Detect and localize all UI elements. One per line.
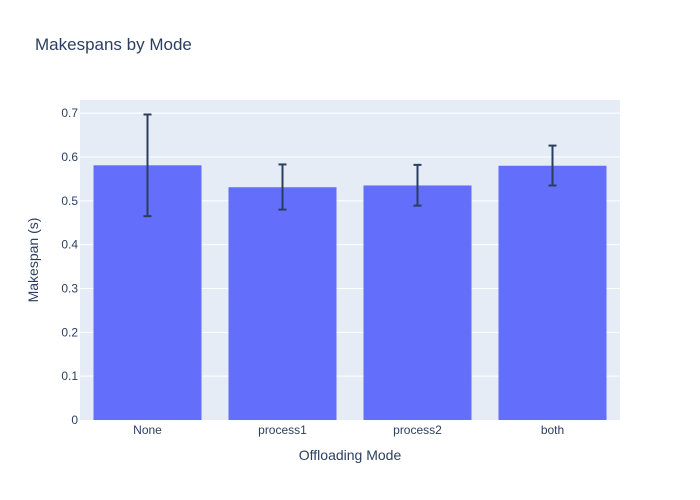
- x-axis-title: Offloading Mode: [299, 447, 402, 463]
- y-tick-label: 0.1: [61, 369, 78, 383]
- error-bar-process2: [413, 163, 422, 207]
- chart-title: Makespans by Mode: [35, 35, 192, 54]
- bar-process2: [363, 185, 472, 420]
- x-tick-label: None: [133, 423, 162, 437]
- y-tick-label: 0.6: [61, 150, 78, 164]
- y-tick-label: 0.5: [61, 194, 78, 208]
- y-tick-label: 0.3: [61, 281, 78, 295]
- bar-both: [498, 165, 607, 420]
- y-axis-title: Makespan (s): [25, 218, 41, 303]
- y-tick-label: 0: [71, 413, 78, 427]
- error-bar-process1: [278, 163, 287, 211]
- error-bars: [143, 113, 557, 218]
- y-tick-label: 0.4: [61, 238, 78, 252]
- x-tick-label: both: [541, 423, 564, 437]
- x-tick-label: process2: [393, 423, 442, 437]
- error-bar-none: [143, 113, 152, 218]
- error-bar-both: [548, 144, 557, 187]
- x-tick-label: process1: [258, 423, 307, 437]
- y-tick-label: 0.7: [61, 106, 78, 120]
- y-tick-label: 0.2: [61, 325, 78, 339]
- y-axis-ticks: 0 0.1 0.2 0.3 0.4 0.5 0.6 0.7: [61, 106, 78, 427]
- bar-process1: [228, 187, 337, 420]
- x-axis-ticks: None process1 process2 both: [133, 423, 564, 437]
